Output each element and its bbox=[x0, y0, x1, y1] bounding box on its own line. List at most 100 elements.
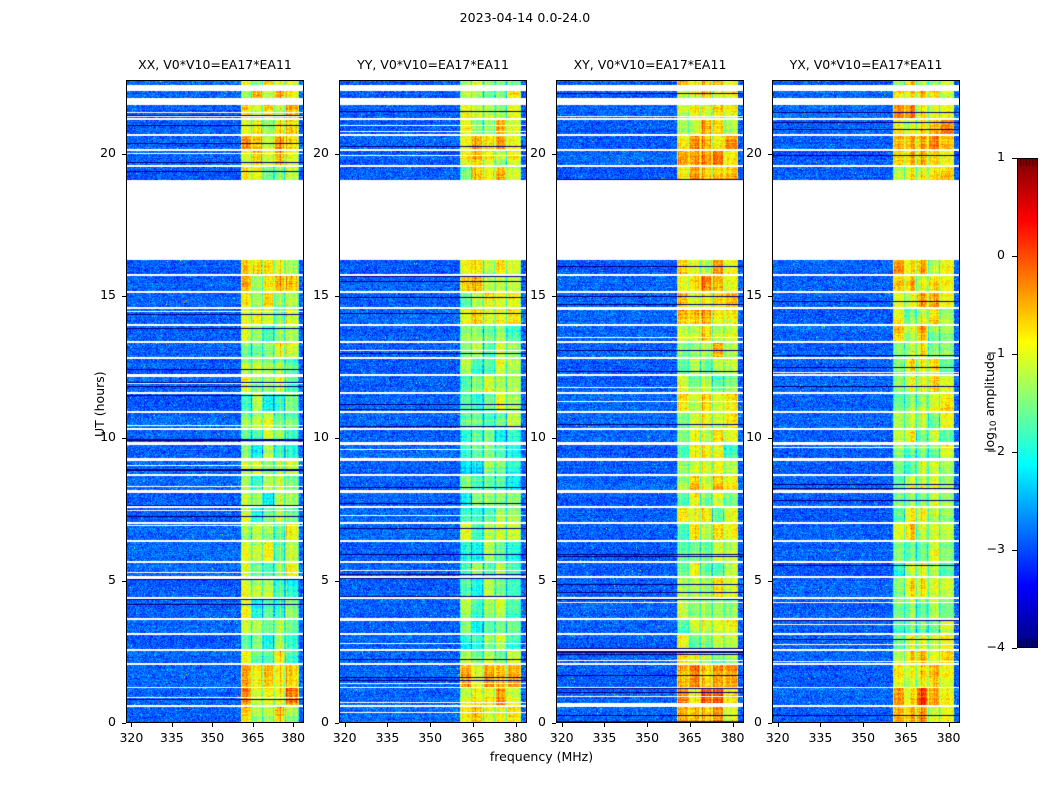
colorbar-tick-label: 0 bbox=[997, 247, 1005, 262]
colorbar-tick bbox=[1012, 256, 1017, 257]
x-tick bbox=[430, 723, 432, 727]
x-tick bbox=[131, 723, 133, 727]
x-tick bbox=[948, 723, 950, 727]
colorbar-tick bbox=[1012, 648, 1017, 649]
x-tick-label: 365 bbox=[460, 730, 485, 745]
panel-title-xy: XY, V0*V10=EA17*EA11 bbox=[573, 57, 727, 72]
y-tick-label: 10 bbox=[313, 429, 329, 445]
y-tick-label: 20 bbox=[313, 144, 329, 160]
x-tick-label: 380 bbox=[720, 730, 745, 745]
colorbar-tick-label: −2 bbox=[986, 443, 1005, 458]
y-tick bbox=[335, 153, 339, 155]
x-tick-label: 320 bbox=[765, 730, 790, 745]
y-tick-label: 5 bbox=[108, 571, 116, 587]
y-tick-label: 10 bbox=[530, 429, 546, 445]
colorbar bbox=[1017, 158, 1038, 648]
x-tick bbox=[387, 723, 389, 727]
y-tick bbox=[552, 153, 556, 155]
x-tick-label: 350 bbox=[851, 730, 876, 745]
colorbar-label: log10 amplitude bbox=[982, 353, 999, 451]
y-tick bbox=[768, 438, 772, 440]
colorbar-label-subscript: 10 bbox=[989, 420, 999, 432]
y-tick bbox=[335, 723, 339, 724]
x-tick-label: 335 bbox=[159, 730, 184, 745]
y-tick bbox=[768, 723, 772, 724]
y-tick bbox=[552, 580, 556, 582]
x-tick bbox=[647, 723, 649, 727]
y-tick bbox=[122, 153, 126, 155]
x-tick-label: 380 bbox=[936, 730, 961, 745]
y-tick bbox=[122, 580, 126, 582]
y-tick bbox=[335, 296, 339, 298]
y-tick-label: 0 bbox=[108, 714, 116, 729]
x-tick-label: 365 bbox=[893, 730, 918, 745]
x-tick bbox=[820, 723, 822, 727]
y-tick bbox=[552, 723, 556, 724]
y-tick bbox=[122, 723, 126, 724]
x-tick bbox=[171, 723, 173, 727]
y-tick bbox=[552, 296, 556, 298]
panel-title-yx: YX, V0*V10=EA17*EA11 bbox=[789, 57, 943, 72]
colorbar-gradient bbox=[1018, 159, 1037, 647]
x-axis-label: frequency (MHz) bbox=[489, 749, 594, 764]
panel-title-yy: YY, V0*V10=EA17*EA11 bbox=[357, 57, 509, 72]
y-tick-label: 20 bbox=[530, 144, 546, 160]
y-tick-label: 10 bbox=[746, 429, 762, 445]
y-tick bbox=[768, 153, 772, 155]
x-tick bbox=[212, 723, 214, 727]
y-tick-label: 15 bbox=[530, 287, 546, 303]
y-axis-label: UT (hours) bbox=[92, 370, 107, 437]
y-tick-label: 15 bbox=[746, 287, 762, 303]
x-tick bbox=[777, 723, 779, 727]
y-tick-label: 15 bbox=[313, 287, 329, 303]
spectrogram-image-yy bbox=[339, 80, 527, 723]
x-tick-label: 380 bbox=[503, 730, 528, 745]
y-tick-label: 15 bbox=[100, 287, 116, 303]
spectrogram-panel-xx[interactable] bbox=[126, 80, 304, 723]
colorbar-tick bbox=[1012, 158, 1017, 159]
x-tick bbox=[905, 723, 907, 727]
colorbar-tick bbox=[1012, 354, 1017, 355]
x-tick bbox=[732, 723, 734, 727]
panel-title-xx: XX, V0*V10=EA17*EA11 bbox=[138, 57, 292, 72]
x-tick bbox=[293, 723, 295, 727]
x-tick bbox=[344, 723, 346, 727]
y-tick-label: 5 bbox=[754, 571, 762, 587]
y-tick-label: 0 bbox=[754, 714, 762, 729]
x-tick-label: 350 bbox=[635, 730, 660, 745]
x-tick-label: 350 bbox=[418, 730, 443, 745]
figure-suptitle: 2023-04-14 0.0-24.0 bbox=[459, 10, 591, 25]
spectrogram-panel-xy[interactable] bbox=[556, 80, 744, 723]
colorbar-label-rest: amplitude bbox=[982, 353, 997, 421]
y-tick bbox=[768, 580, 772, 582]
x-tick-label: 335 bbox=[592, 730, 617, 745]
y-tick bbox=[552, 438, 556, 440]
colorbar-tick-label: −4 bbox=[986, 639, 1005, 654]
x-tick bbox=[689, 723, 691, 727]
colorbar-tick-label: −1 bbox=[986, 345, 1005, 360]
colorbar-tick-label: −3 bbox=[986, 541, 1005, 556]
x-tick-label: 320 bbox=[549, 730, 574, 745]
x-tick-label: 350 bbox=[200, 730, 225, 745]
x-tick-label: 365 bbox=[677, 730, 702, 745]
colorbar-label-base: log bbox=[982, 431, 997, 451]
x-tick-label: 335 bbox=[375, 730, 400, 745]
y-tick bbox=[335, 580, 339, 582]
x-tick-label: 335 bbox=[808, 730, 833, 745]
x-tick-label: 320 bbox=[332, 730, 357, 745]
spectrogram-panel-yx[interactable] bbox=[772, 80, 960, 723]
y-tick bbox=[335, 438, 339, 440]
x-tick-label: 380 bbox=[281, 730, 306, 745]
x-tick bbox=[472, 723, 474, 727]
y-tick-label: 20 bbox=[746, 144, 762, 160]
spectrogram-panel-yy[interactable] bbox=[339, 80, 527, 723]
colorbar-tick bbox=[1012, 452, 1017, 453]
x-tick bbox=[252, 723, 254, 727]
y-tick bbox=[768, 296, 772, 298]
spectrogram-image-yx bbox=[772, 80, 960, 723]
colorbar-tick bbox=[1012, 550, 1017, 551]
x-tick bbox=[863, 723, 865, 727]
colorbar-tick-label: 1 bbox=[997, 149, 1005, 164]
x-tick bbox=[561, 723, 563, 727]
